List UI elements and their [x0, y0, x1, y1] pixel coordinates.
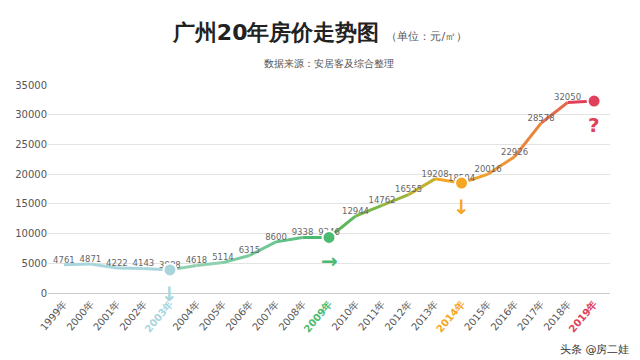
svg-text:→: → — [321, 249, 338, 273]
svg-text:2006年: 2006年 — [224, 298, 255, 332]
svg-text:2018年: 2018年 — [542, 298, 573, 332]
svg-text:35000: 35000 — [15, 80, 47, 91]
svg-text:2001年: 2001年 — [91, 298, 122, 332]
svg-text:数据来源：安居客及综合整理: 数据来源：安居客及综合整理 — [264, 58, 394, 69]
svg-text:4761: 4761 — [53, 255, 75, 265]
svg-text:4222: 4222 — [106, 258, 128, 268]
svg-text:5000: 5000 — [22, 258, 47, 269]
svg-text:2000年: 2000年 — [65, 298, 96, 332]
svg-text:↓: ↓ — [161, 282, 178, 306]
svg-text:2017年: 2017年 — [515, 298, 546, 332]
svg-text:10000: 10000 — [15, 228, 47, 239]
svg-text:0: 0 — [41, 288, 47, 299]
svg-text:2015年: 2015年 — [462, 298, 493, 332]
svg-text:15000: 15000 — [15, 198, 47, 209]
svg-text:2010年: 2010年 — [330, 298, 361, 332]
svg-text:30000: 30000 — [15, 109, 47, 120]
svg-text:2005年: 2005年 — [197, 298, 228, 332]
svg-text:32050: 32050 — [554, 92, 581, 102]
svg-text:广州20年房价走势图 （单位：元/㎡）: 广州20年房价走势图 （单位：元/㎡） — [172, 20, 467, 45]
svg-text:2008年: 2008年 — [277, 298, 308, 332]
svg-text:2004年: 2004年 — [171, 298, 202, 332]
svg-text:2016年: 2016年 — [489, 298, 520, 332]
svg-text:19208: 19208 — [422, 169, 449, 179]
svg-text:2003年: 2003年 — [143, 298, 176, 334]
svg-text:2019年: 2019年 — [567, 298, 600, 334]
svg-text:2007年: 2007年 — [250, 298, 281, 332]
svg-text:4871: 4871 — [80, 254, 102, 264]
svg-text:3888: 3888 — [159, 260, 181, 270]
svg-text:20000: 20000 — [15, 169, 47, 180]
svg-text:2011年: 2011年 — [356, 298, 387, 332]
svg-text:9338: 9338 — [292, 227, 314, 237]
svg-text:4143: 4143 — [133, 258, 155, 268]
svg-text:1999年: 1999年 — [38, 298, 69, 332]
svg-text:20016: 20016 — [475, 164, 502, 174]
svg-text:2002年: 2002年 — [118, 298, 149, 332]
svg-text:16555: 16555 — [395, 184, 422, 194]
svg-text:12944: 12944 — [342, 206, 369, 216]
svg-text:25000: 25000 — [15, 139, 47, 150]
svg-text:18504: 18504 — [448, 173, 475, 183]
svg-text:9346: 9346 — [318, 227, 340, 237]
svg-text:2014年: 2014年 — [434, 298, 467, 334]
svg-text:头条 @房二娃: 头条 @房二娃 — [560, 343, 630, 356]
svg-text:2009年: 2009年 — [302, 298, 335, 334]
svg-text:5114: 5114 — [212, 252, 234, 262]
svg-text:↓: ↓ — [453, 195, 470, 219]
svg-text:4618: 4618 — [186, 255, 208, 265]
svg-text:14762: 14762 — [368, 195, 395, 205]
svg-text:?: ? — [588, 113, 600, 137]
svg-text:22926: 22926 — [501, 147, 528, 157]
svg-text:2012年: 2012年 — [383, 298, 414, 332]
svg-text:2013年: 2013年 — [409, 298, 440, 332]
svg-text:8600: 8600 — [265, 232, 287, 242]
svg-text:6315: 6315 — [239, 245, 261, 255]
svg-text:28578: 28578 — [528, 113, 555, 123]
